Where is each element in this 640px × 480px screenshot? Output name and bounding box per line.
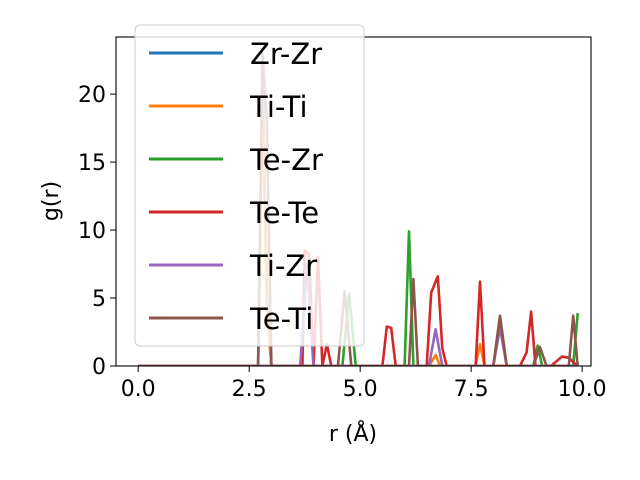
legend-label-te-zr: Te-Zr — [249, 143, 323, 177]
legend-label-zr-zr: Zr-Zr — [250, 37, 322, 71]
y-tick-label: 20 — [78, 83, 106, 108]
legend-label-ti-zr: Ti-Zr — [249, 249, 317, 283]
legend-entries: Zr-Zr Ti-Ti Te-Zr Te-Te Ti-Zr Te-Ti — [149, 37, 323, 336]
y-tick-label: 0 — [92, 355, 106, 380]
x-tick-label: 7.5 — [454, 377, 489, 402]
y-tick-label: 10 — [78, 219, 106, 244]
legend-label-te-ti: Te-Ti — [249, 302, 313, 336]
legend-box — [134, 24, 365, 347]
y-tick-label: 15 — [78, 151, 106, 176]
legend-label-ti-ti: Ti-Ti — [249, 90, 308, 124]
y-tick-label: 5 — [92, 287, 106, 312]
y-axis-ticks: 0 5 10 15 20 — [78, 83, 116, 380]
y-axis-label: g(r) — [39, 181, 64, 221]
legend: Zr-Zr Ti-Ti Te-Zr Te-Te Ti-Zr Te-Ti — [134, 24, 365, 347]
x-tick-label: 2.5 — [232, 377, 267, 402]
x-axis-ticks: 0.0 2.5 5.0 7.5 10.0 — [121, 366, 607, 402]
legend-label-te-te: Te-Te — [249, 196, 319, 230]
x-tick-label: 0.0 — [121, 377, 156, 402]
x-tick-label: 10.0 — [558, 377, 607, 402]
x-axis-label: r (Å) — [329, 420, 377, 447]
x-tick-label: 5.0 — [343, 377, 378, 402]
